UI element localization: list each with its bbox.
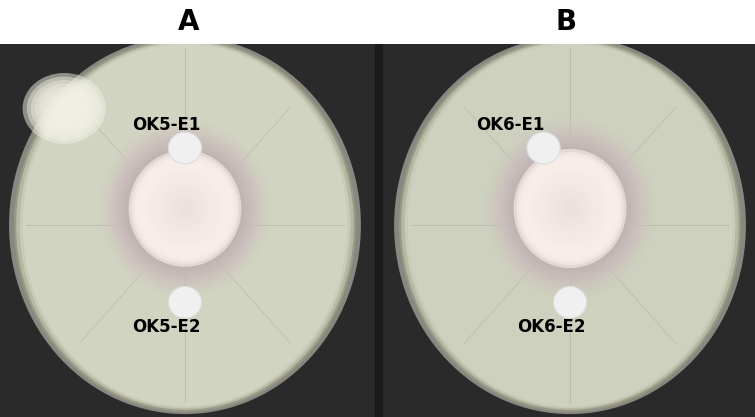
Ellipse shape <box>31 80 97 137</box>
Ellipse shape <box>48 94 81 123</box>
Text: A: A <box>178 8 199 36</box>
Ellipse shape <box>140 162 230 255</box>
Ellipse shape <box>516 152 624 265</box>
Ellipse shape <box>27 77 101 141</box>
Ellipse shape <box>550 188 590 229</box>
Ellipse shape <box>180 203 190 214</box>
Ellipse shape <box>124 145 246 272</box>
Ellipse shape <box>128 150 242 267</box>
Ellipse shape <box>519 155 621 262</box>
Ellipse shape <box>39 87 89 130</box>
Ellipse shape <box>542 178 598 239</box>
Ellipse shape <box>536 173 604 244</box>
Bar <box>0 0 755 44</box>
Ellipse shape <box>126 148 244 269</box>
Ellipse shape <box>539 176 601 241</box>
Ellipse shape <box>527 132 560 164</box>
Ellipse shape <box>490 124 650 293</box>
Ellipse shape <box>23 73 106 144</box>
Ellipse shape <box>131 152 239 265</box>
Text: OK6-E1: OK6-E1 <box>476 116 544 134</box>
Ellipse shape <box>182 206 188 211</box>
Ellipse shape <box>151 173 219 244</box>
Ellipse shape <box>485 119 655 298</box>
Ellipse shape <box>15 40 355 411</box>
Ellipse shape <box>107 128 263 289</box>
Ellipse shape <box>533 170 607 247</box>
Ellipse shape <box>98 119 272 298</box>
Ellipse shape <box>114 136 256 281</box>
Ellipse shape <box>502 136 638 281</box>
Ellipse shape <box>408 44 732 407</box>
Ellipse shape <box>119 141 251 276</box>
Text: B: B <box>556 8 577 36</box>
Ellipse shape <box>516 151 624 266</box>
Ellipse shape <box>488 122 652 295</box>
Ellipse shape <box>497 131 643 286</box>
Text: OK5-E1: OK5-E1 <box>132 116 201 134</box>
Ellipse shape <box>525 161 615 256</box>
Ellipse shape <box>143 165 227 252</box>
Ellipse shape <box>513 149 627 268</box>
Ellipse shape <box>499 134 641 283</box>
Ellipse shape <box>513 148 627 269</box>
Ellipse shape <box>400 40 740 411</box>
Ellipse shape <box>9 36 361 414</box>
Ellipse shape <box>60 105 69 112</box>
Ellipse shape <box>159 182 211 235</box>
Ellipse shape <box>171 194 199 223</box>
Ellipse shape <box>148 171 222 246</box>
Ellipse shape <box>509 144 631 273</box>
Ellipse shape <box>547 185 593 232</box>
Ellipse shape <box>394 36 746 414</box>
Ellipse shape <box>20 42 350 408</box>
Ellipse shape <box>168 191 202 226</box>
Ellipse shape <box>131 153 239 264</box>
Ellipse shape <box>405 42 735 408</box>
Ellipse shape <box>137 159 233 258</box>
Ellipse shape <box>483 117 657 300</box>
Ellipse shape <box>51 98 77 119</box>
Ellipse shape <box>112 133 258 284</box>
Ellipse shape <box>562 200 578 217</box>
Ellipse shape <box>128 150 242 267</box>
Ellipse shape <box>174 197 196 220</box>
Ellipse shape <box>154 176 216 241</box>
Ellipse shape <box>103 123 267 294</box>
Ellipse shape <box>492 126 648 291</box>
Ellipse shape <box>162 185 208 232</box>
Ellipse shape <box>168 286 202 318</box>
Ellipse shape <box>105 126 265 291</box>
Ellipse shape <box>168 132 202 164</box>
Ellipse shape <box>495 129 646 288</box>
Ellipse shape <box>511 146 629 271</box>
Ellipse shape <box>44 91 85 126</box>
Ellipse shape <box>504 139 636 278</box>
Ellipse shape <box>35 83 94 133</box>
Ellipse shape <box>556 193 584 224</box>
Ellipse shape <box>23 44 347 407</box>
Ellipse shape <box>56 101 72 116</box>
Ellipse shape <box>134 156 236 261</box>
Ellipse shape <box>522 158 618 259</box>
Ellipse shape <box>567 206 573 211</box>
Ellipse shape <box>507 141 633 276</box>
Ellipse shape <box>122 143 248 274</box>
Ellipse shape <box>531 167 609 250</box>
Ellipse shape <box>100 121 270 296</box>
Ellipse shape <box>553 191 587 226</box>
Ellipse shape <box>528 164 612 253</box>
Text: OK5-E2: OK5-E2 <box>132 318 201 337</box>
Ellipse shape <box>109 131 260 286</box>
Ellipse shape <box>544 182 596 235</box>
Text: OK6-E2: OK6-E2 <box>517 318 586 337</box>
Ellipse shape <box>157 179 213 238</box>
Ellipse shape <box>165 188 205 229</box>
Ellipse shape <box>565 203 575 214</box>
Ellipse shape <box>146 168 224 249</box>
Ellipse shape <box>559 196 581 221</box>
Ellipse shape <box>553 286 587 318</box>
Ellipse shape <box>117 138 253 279</box>
Ellipse shape <box>177 200 193 217</box>
